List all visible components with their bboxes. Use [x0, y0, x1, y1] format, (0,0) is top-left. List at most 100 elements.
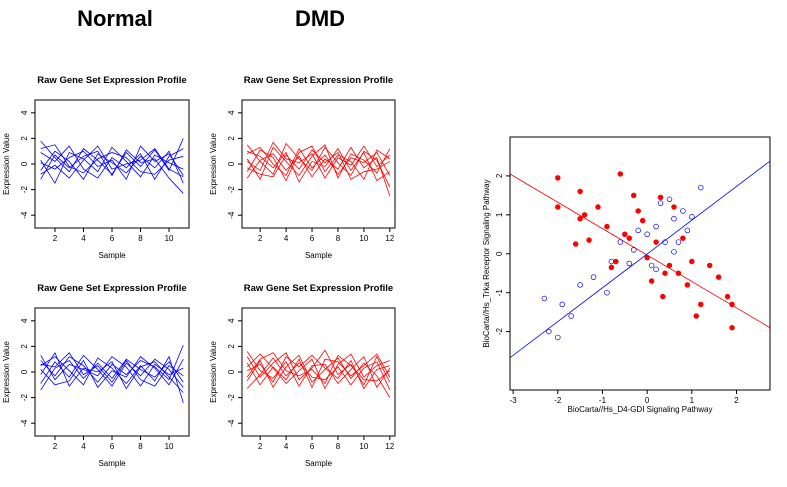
x-tick-label: 4: [284, 234, 289, 243]
x-tick-label: 8: [336, 442, 341, 451]
plot-frame: [509, 136, 771, 391]
series-line: [247, 149, 391, 180]
point: [555, 204, 561, 210]
y-tick-label: -4: [227, 211, 236, 219]
series-line: [246, 144, 391, 181]
y-tick-label: -2: [227, 185, 236, 193]
point: [680, 235, 686, 241]
point: [568, 313, 574, 319]
point: [617, 171, 624, 177]
y-tick-label: 0: [227, 161, 236, 166]
x-tick-label: 6: [310, 234, 315, 243]
series-line: [247, 146, 391, 177]
point: [577, 188, 583, 195]
series-line: [246, 354, 391, 398]
y-tick-label: 0: [227, 369, 236, 374]
x-tick-label: 4: [284, 442, 289, 451]
y-axis-label: Expression Value: [209, 133, 218, 195]
y-tick-label: 4: [20, 318, 29, 323]
x-axis-label: Sample: [305, 459, 333, 468]
series-line: [40, 144, 184, 175]
x-axis-label: BioCarta//Hs_D4-GDI Signaling Pathway: [568, 405, 713, 414]
chart-title: Raw Gene Set Expression Profile: [244, 283, 393, 294]
point: [604, 289, 610, 296]
y-tick-label: -2: [227, 393, 236, 401]
series-line: [246, 353, 391, 389]
y-tick-label: 2: [495, 173, 504, 178]
y-tick-label: -2: [495, 328, 504, 336]
series-line: [246, 145, 391, 182]
x-tick-label: 8: [138, 442, 143, 451]
y-tick-label: 4: [227, 318, 236, 323]
y-tick-label: 2: [227, 344, 236, 349]
chart-title: Raw Gene Set Expression Profile: [244, 75, 393, 86]
plot-frame: [241, 99, 396, 229]
series-line: [40, 356, 184, 389]
x-tick-label: 8: [138, 234, 143, 243]
point: [577, 215, 583, 222]
y-tick-label: -2: [20, 393, 29, 401]
y-tick-label: -4: [20, 419, 29, 427]
series-line: [40, 150, 184, 184]
fit-line: [510, 160, 770, 359]
point: [630, 192, 637, 199]
x-tick-label: 6: [310, 442, 315, 451]
group-header: Normal: [77, 6, 153, 31]
y-axis-label: Expression Value: [2, 341, 11, 403]
x-tick-label: 2: [734, 396, 739, 405]
x-tick-label: 4: [81, 442, 86, 451]
y-tick-label: 0: [495, 251, 504, 256]
point: [660, 293, 666, 300]
point: [671, 204, 677, 210]
y-tick-label: 4: [227, 110, 236, 115]
point: [729, 324, 735, 331]
point: [555, 175, 561, 181]
point: [559, 301, 566, 308]
point: [581, 212, 588, 218]
point: [671, 249, 677, 255]
point: [630, 247, 637, 253]
series-line: [40, 355, 184, 403]
point: [586, 237, 592, 243]
series-line: [246, 146, 391, 197]
chart-title: Raw Gene Set Expression Profile: [37, 75, 186, 86]
point: [657, 194, 664, 201]
point: [648, 262, 655, 269]
group-header: DMD: [295, 6, 345, 31]
point: [555, 334, 561, 341]
point: [572, 241, 579, 247]
point: [577, 282, 583, 288]
point: [684, 282, 691, 288]
y-tick-label: -1: [495, 289, 504, 297]
y-tick-label: 2: [20, 136, 29, 141]
x-tick-label: 6: [110, 442, 115, 451]
x-tick-label: -3: [510, 396, 518, 405]
series-line: [247, 147, 391, 183]
series-line: [40, 149, 184, 194]
point: [622, 231, 628, 238]
x-tick-label: 12: [385, 442, 394, 451]
series-line: [246, 351, 391, 389]
point: [680, 208, 686, 214]
point: [671, 215, 677, 222]
point: [698, 184, 704, 191]
x-axis-label: Sample: [98, 251, 126, 260]
y-tick-label: 0: [20, 369, 29, 374]
point: [648, 278, 655, 284]
x-tick-label: 0: [645, 396, 650, 405]
x-tick-label: 1: [690, 396, 695, 405]
point: [595, 204, 601, 210]
point: [590, 274, 597, 280]
point: [689, 214, 695, 220]
series-line: [40, 358, 184, 391]
x-tick-label: 2: [258, 234, 263, 243]
point: [644, 254, 650, 261]
point: [653, 223, 659, 230]
point: [657, 200, 664, 206]
series-line: [40, 145, 184, 179]
point: [662, 239, 668, 245]
series-line: [40, 355, 184, 387]
point: [698, 301, 704, 308]
point: [617, 239, 624, 245]
x-tick-label: 10: [165, 442, 174, 451]
